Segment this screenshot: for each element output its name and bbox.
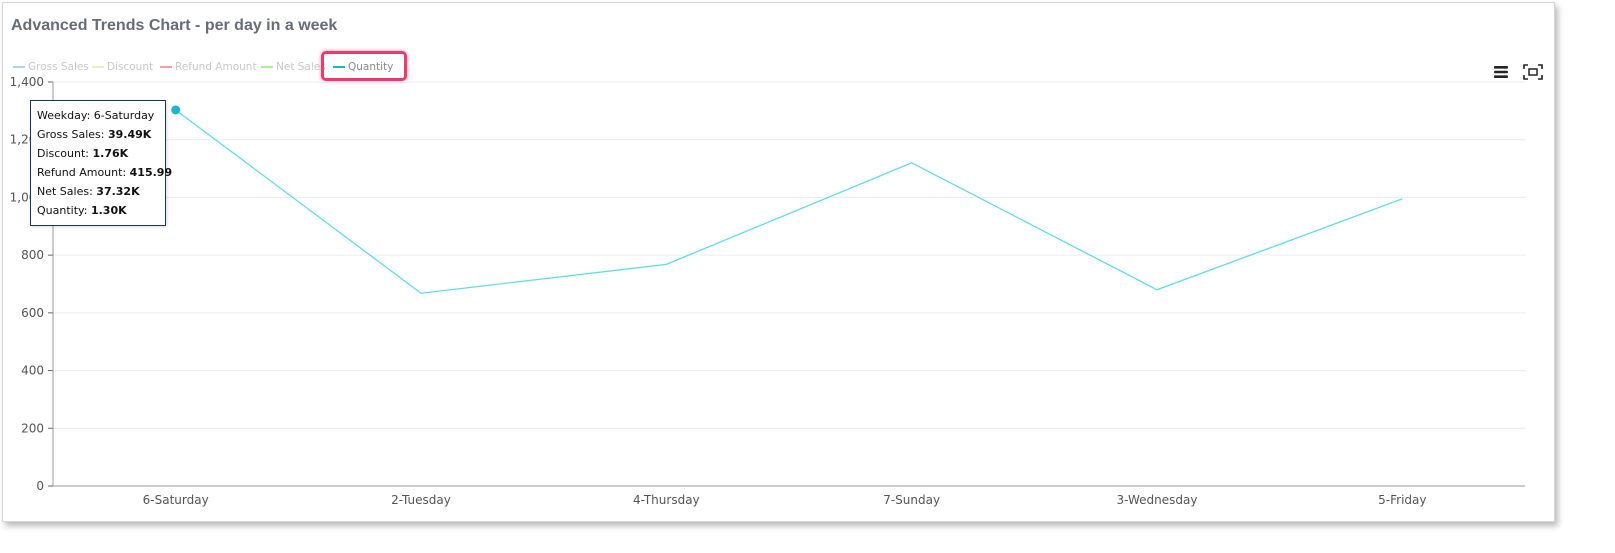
tooltip-net-sales: Net Sales: 37.32K [37, 185, 140, 198]
legend-swatch [333, 66, 345, 68]
legend-label: Quantity [348, 61, 394, 73]
chart-card: Advanced Trends Chart - per day in a wee… [2, 2, 1555, 522]
legend-label: Refund Amount [175, 61, 257, 73]
legend-item-net-sales[interactable]: Net Sales [261, 61, 326, 73]
fullscreen-button[interactable] [1520, 62, 1546, 82]
legend-swatch [92, 66, 104, 68]
legend-item-gross-sales[interactable]: Gross Sales [13, 61, 89, 73]
tooltip-discount: Discount: 1.76K [37, 147, 129, 160]
menu-button[interactable] [1488, 62, 1514, 82]
chart-tooltip: Weekday: 6-Saturday Gross Sales: 39.49K … [30, 100, 172, 226]
tooltip-refund-amount: Refund Amount: 415.99 [37, 166, 173, 179]
legend-label: Discount [107, 61, 154, 73]
legend-highlight-box [321, 51, 407, 81]
legend-swatch [160, 66, 172, 68]
legend-swatch [261, 66, 273, 68]
fullscreen-icon [1523, 64, 1543, 80]
legend-swatch [13, 66, 25, 68]
tooltip-gross-sales: Gross Sales: 39.49K [37, 128, 152, 141]
chart-title: Advanced Trends Chart - per day in a wee… [11, 17, 338, 34]
tooltip-weekday: Weekday: 6-Saturday [37, 109, 155, 122]
legend-item-refund-amount[interactable]: Refund Amount [160, 61, 257, 73]
legend-label: Gross Sales [28, 61, 89, 73]
tooltip-quantity: Quantity: 1.30K [37, 204, 127, 217]
legend-label: Net Sales [276, 61, 326, 73]
legend-item-discount[interactable]: Discount [92, 61, 153, 73]
legend-item-quantity[interactable]: Quantity [333, 61, 393, 73]
hamburger-menu-icon [1494, 66, 1508, 78]
